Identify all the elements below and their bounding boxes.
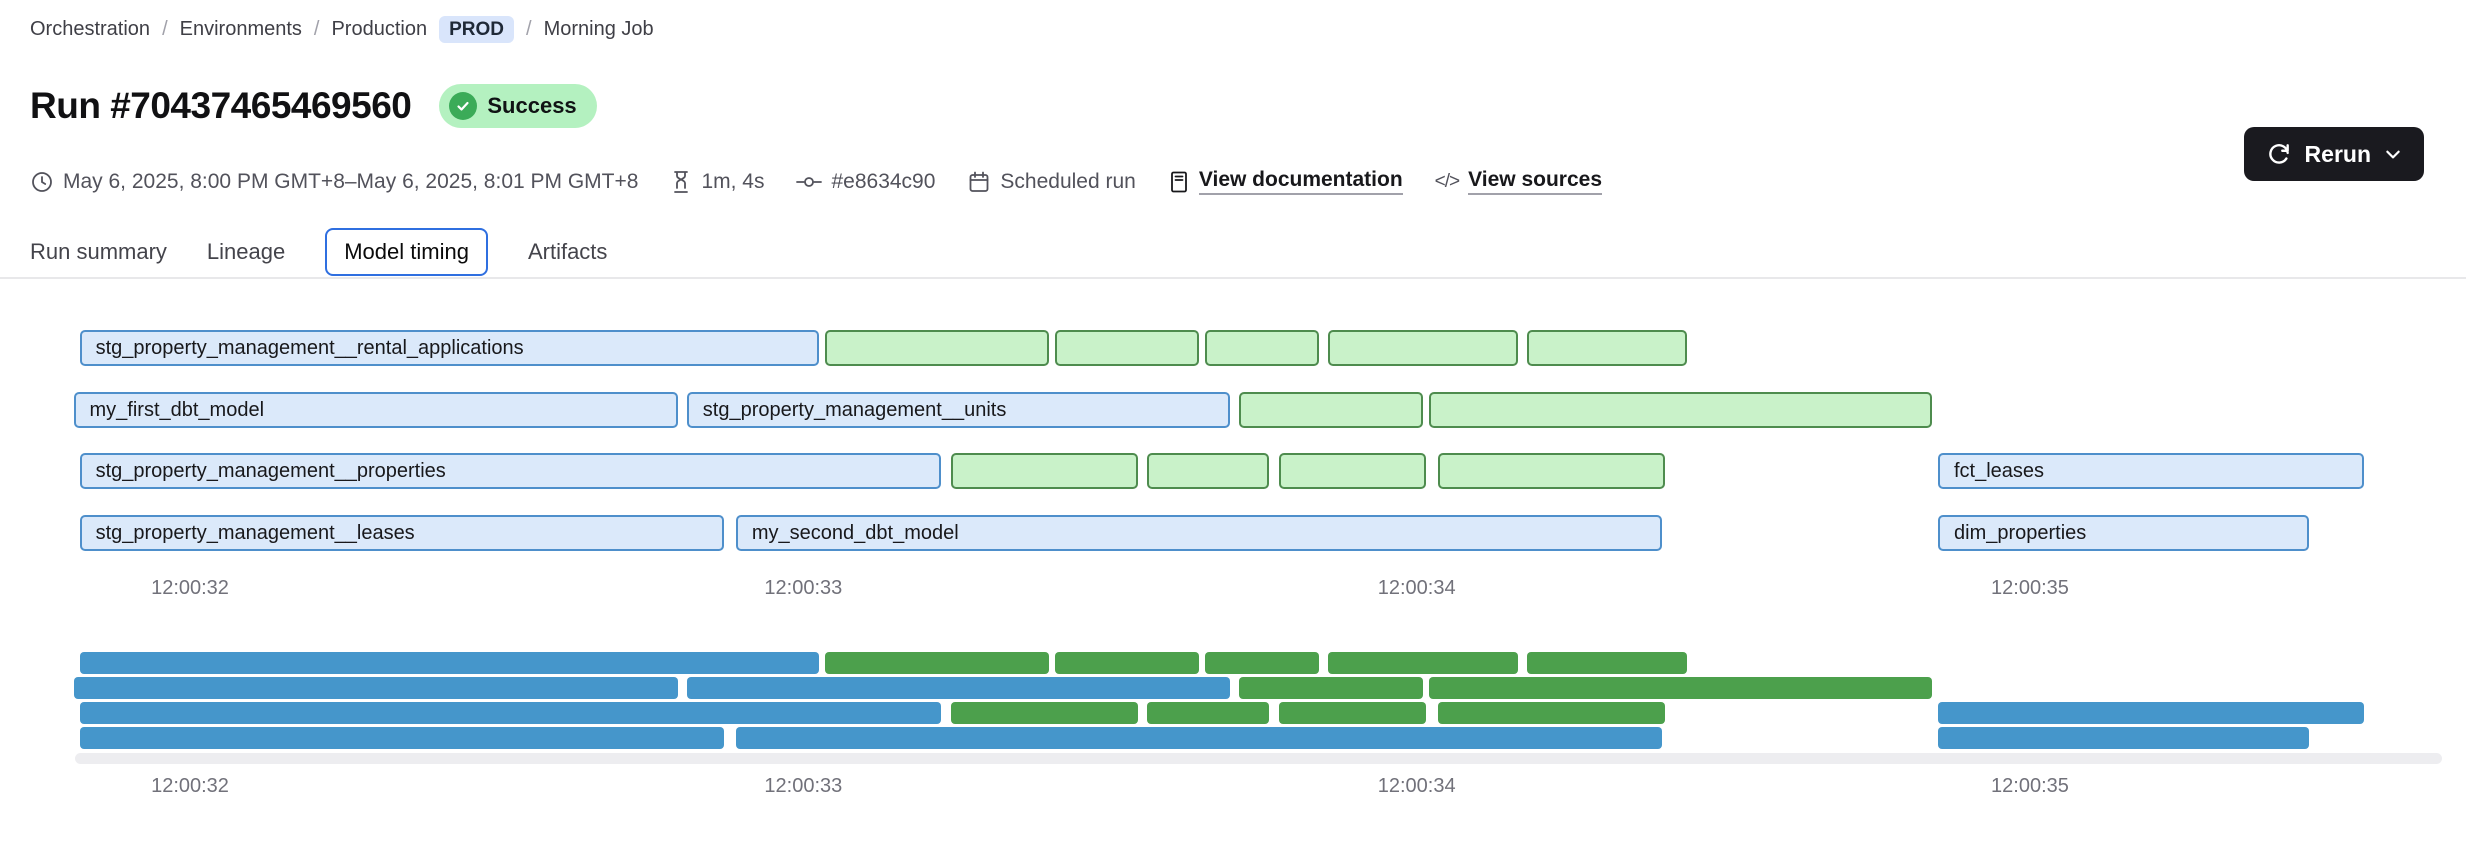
axis-tick-label: 12:00:33 <box>764 577 843 599</box>
task-bar[interactable] <box>1205 330 1319 366</box>
breadcrumb-production[interactable]: Production <box>331 18 428 40</box>
page-title: Run #70437465469560 <box>30 85 412 126</box>
document-icon <box>1170 171 1187 192</box>
model-bar-label: dim_properties <box>1954 521 2087 544</box>
minimap-bar <box>1205 652 1319 674</box>
model-bar[interactable]: my_second_dbt_model <box>735 515 1663 551</box>
minimap-bar <box>1327 652 1518 674</box>
tab-run-summary[interactable]: Run summary <box>30 239 167 264</box>
minimap-bar <box>735 727 1663 749</box>
tab-bar: Run summary Lineage Model timing Artifac… <box>30 228 607 276</box>
task-bar[interactable] <box>1054 330 1199 366</box>
minimap-bar <box>824 652 1049 674</box>
minimap-bar <box>79 727 724 749</box>
model-bar[interactable]: stg_property_management__units <box>686 392 1230 428</box>
task-bar[interactable] <box>950 453 1138 489</box>
minimap-track[interactable] <box>75 753 2442 764</box>
model-bar-label: stg_property_management__rental_applicat… <box>95 336 524 359</box>
model-bar[interactable]: dim_properties <box>1938 515 2310 551</box>
run-trigger: Scheduled run <box>967 170 1136 194</box>
minimap-bar <box>1938 727 2310 749</box>
model-bar[interactable]: fct_leases <box>1938 453 2365 489</box>
model-bar-label: stg_property_management__leases <box>95 521 415 544</box>
view-sources-link[interactable]: </> View sources <box>1434 168 1603 195</box>
code-icon: </> <box>1434 170 1461 192</box>
model-bar-label: stg_property_management__properties <box>95 459 446 482</box>
hourglass-icon <box>674 170 689 193</box>
task-bar[interactable] <box>1146 453 1270 489</box>
minimap-bar <box>950 702 1138 724</box>
task-bar[interactable] <box>1438 453 1666 489</box>
tab-lineage[interactable]: Lineage <box>206 239 286 264</box>
task-bar[interactable] <box>1428 392 1932 428</box>
breadcrumb-separator: / <box>526 18 532 40</box>
breadcrumb-morning-job[interactable]: Morning Job <box>543 18 654 40</box>
chevron-down-icon <box>2384 145 2402 163</box>
minimap-bar <box>1054 652 1199 674</box>
clock-icon <box>32 171 52 192</box>
rerun-button[interactable]: Rerun <box>2243 127 2424 181</box>
status-badge: Success <box>439 84 597 128</box>
breadcrumb-separator: / <box>162 18 168 40</box>
axis-tick-label: 12:00:35 <box>1991 775 2069 797</box>
success-check-icon <box>449 92 478 120</box>
minimap-bar <box>79 652 819 674</box>
run-time-range: May 6, 2025, 8:00 PM GMT+8–May 6, 2025, … <box>30 170 638 194</box>
minimap-bar <box>1527 652 1687 674</box>
breadcrumb: Orchestration / Environments / Productio… <box>30 16 654 43</box>
axis-tick-label: 12:00:35 <box>1991 577 2069 599</box>
task-bar[interactable] <box>1278 453 1426 489</box>
status-label: Success <box>487 93 577 118</box>
task-bar[interactable] <box>1527 330 1687 366</box>
view-documentation-link[interactable]: View documentation <box>1168 168 1403 195</box>
axis-tick-label: 12:00:32 <box>151 577 229 599</box>
model-bar[interactable]: stg_property_management__properties <box>79 453 942 489</box>
task-bar[interactable] <box>1327 330 1518 366</box>
minimap-bar <box>1238 677 1423 699</box>
axis-tick-label: 12:00:33 <box>764 775 843 797</box>
tab-artifacts[interactable]: Artifacts <box>527 239 608 264</box>
axis-tick-label: 12:00:32 <box>151 775 229 797</box>
minimap-bar <box>73 677 678 699</box>
model-bar-label: fct_leases <box>1954 459 2045 482</box>
axis-tick-label: 12:00:34 <box>1377 577 1456 599</box>
minimap-bar <box>686 677 1230 699</box>
minimap-bar <box>1438 702 1666 724</box>
axis-tick-label: 12:00:34 <box>1377 775 1456 797</box>
minimap-bar <box>1146 702 1270 724</box>
run-meta-row: May 6, 2025, 8:00 PM GMT+8–May 6, 2025, … <box>30 168 1603 195</box>
run-duration: 1m, 4s <box>670 170 764 194</box>
calendar-icon <box>970 171 989 192</box>
tab-model-timing[interactable]: Model timing <box>325 228 488 276</box>
title-row: Run #70437465469560 Success <box>30 84 597 128</box>
tabs-divider <box>0 277 2466 279</box>
git-commit-icon <box>796 176 823 187</box>
model-bar-label: my_second_dbt_model <box>751 521 959 544</box>
model-bar[interactable]: stg_property_management__rental_applicat… <box>79 330 819 366</box>
rerun-label: Rerun <box>2304 140 2371 167</box>
refresh-icon <box>2266 141 2292 167</box>
task-bar[interactable] <box>824 330 1049 366</box>
minimap-bar <box>1278 702 1426 724</box>
environment-badge: PROD <box>439 16 514 43</box>
model-bar-label: stg_property_management__units <box>702 398 1007 421</box>
model-bar[interactable]: my_first_dbt_model <box>73 392 678 428</box>
model-bar[interactable]: stg_property_management__leases <box>79 515 724 551</box>
breadcrumb-separator: / <box>313 18 320 40</box>
breadcrumb-orchestration[interactable]: Orchestration <box>30 18 151 40</box>
minimap-bar <box>1428 677 1932 699</box>
model-bar-label: my_first_dbt_model <box>89 398 265 421</box>
task-bar[interactable] <box>1238 392 1423 428</box>
minimap-bar <box>1938 702 2365 724</box>
minimap-bar <box>79 702 942 724</box>
commit-hash: #e8634c90 <box>796 170 935 194</box>
breadcrumb-environments[interactable]: Environments <box>179 18 302 40</box>
